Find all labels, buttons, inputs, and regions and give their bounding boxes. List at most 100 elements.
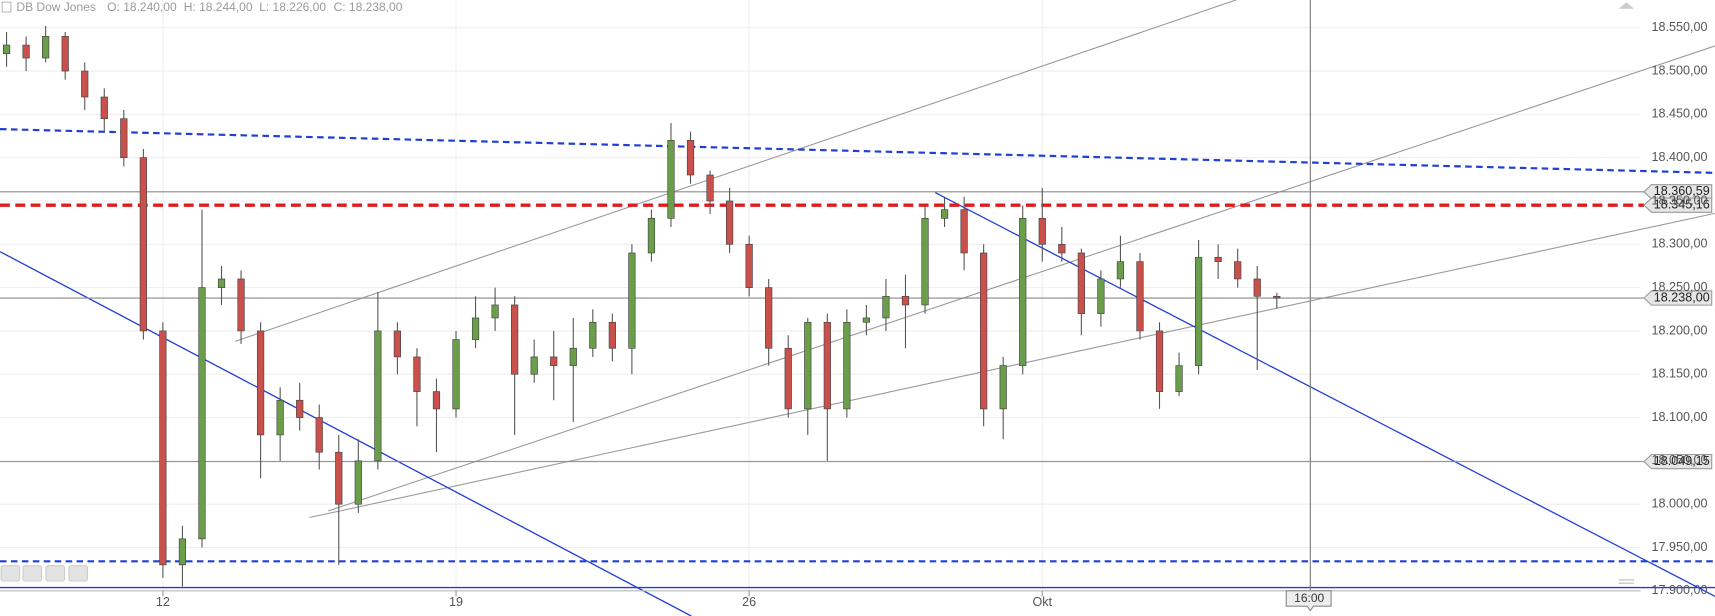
candle-body <box>1253 278 1261 297</box>
candle-body <box>1214 256 1222 262</box>
candle-body <box>1019 217 1027 366</box>
candle-body <box>315 417 323 453</box>
candle-body <box>296 399 304 418</box>
toolbar-button[interactable] <box>45 565 66 582</box>
candle-body <box>804 321 812 410</box>
toolbar-button[interactable] <box>0 565 21 582</box>
candle-body <box>1155 330 1164 392</box>
ohlc-info: C: 18.238,00 <box>334 0 403 14</box>
candle-body <box>217 278 226 288</box>
candle-body <box>862 317 871 323</box>
header: DB Dow Jones O: 18.240,00 H: 18.244,00 L… <box>1 0 403 14</box>
candle-body <box>765 287 773 349</box>
candle-body <box>940 209 949 219</box>
crosshair-label-box: 16:00 <box>1285 590 1332 612</box>
candle-body <box>100 96 108 120</box>
candle-body <box>276 399 284 436</box>
candle-body <box>393 330 402 358</box>
candle-body <box>1234 261 1242 280</box>
candle-body <box>999 365 1007 410</box>
x-tick-label: 12 <box>156 595 170 609</box>
symbol: DB Dow Jones <box>16 0 95 14</box>
trend-line <box>0 251 692 616</box>
y-tick-label: 17.900,00 <box>1652 583 1708 597</box>
crosshair-label: 16:00 <box>1294 591 1324 605</box>
level-label: 18.360,59 <box>1654 184 1710 198</box>
ohlc-info: L: 18.226,00 <box>259 0 326 14</box>
y-tick-label: 18.350,00 <box>1652 193 1708 207</box>
candle-body <box>471 317 480 340</box>
candle-body <box>530 356 538 375</box>
candle-body <box>81 70 89 98</box>
candle-body <box>237 278 245 332</box>
trend-line <box>934 191 1715 597</box>
candle-body <box>374 330 382 462</box>
y-tick-label: 18.050,00 <box>1652 453 1708 467</box>
y-tick-label: 18.500,00 <box>1652 63 1708 77</box>
candle-body <box>1058 243 1066 254</box>
candle-body <box>1175 365 1183 392</box>
toolbar-button[interactable] <box>68 565 89 582</box>
y-tick-label: 18.000,00 <box>1652 497 1708 511</box>
level-label: 18.345,16 <box>1654 198 1710 212</box>
level-label-box <box>1643 453 1713 470</box>
y-tick-label: 17.950,00 <box>1652 540 1708 554</box>
trend-line <box>0 128 1715 174</box>
axes: 17.900,00 17.950,00 18.000,00 18.050,00 18.1… <box>0 20 1708 609</box>
ohlc-info: O: 18.240,00 <box>107 0 177 14</box>
candle-body <box>42 36 50 59</box>
x-tick-label: 19 <box>449 595 463 609</box>
toolbar <box>0 2 1635 584</box>
candle-body <box>706 174 714 202</box>
toolbar-button[interactable] <box>22 565 43 582</box>
candle-body <box>139 157 147 332</box>
candle-body <box>1116 261 1125 280</box>
candle-body <box>335 451 343 505</box>
candle-body <box>882 295 890 319</box>
x-tick-label: Okt <box>1032 595 1052 609</box>
candle-body <box>667 140 675 219</box>
candle-body <box>354 460 362 505</box>
scroll-button[interactable] <box>1618 579 1635 584</box>
x-tick-label: 26 <box>742 595 756 609</box>
candle-body <box>159 330 167 566</box>
candle-body <box>452 339 460 410</box>
level-label: 18.049,15 <box>1654 454 1710 468</box>
candle-body <box>120 118 128 158</box>
symbol-icon <box>1 1 12 13</box>
candle-body <box>178 538 187 566</box>
candle-body <box>22 44 30 59</box>
candle-body <box>686 140 695 176</box>
level-label: 18.238,00 <box>1654 290 1710 304</box>
y-tick-label: 18.100,00 <box>1652 410 1708 424</box>
candle-body <box>491 304 499 319</box>
grid <box>0 0 1641 592</box>
y-tick-label: 18.450,00 <box>1652 107 1708 121</box>
candle-body <box>784 347 792 410</box>
candle-body <box>901 295 910 306</box>
candle-body <box>256 330 265 436</box>
level-label-box <box>1643 184 1713 200</box>
trend-line <box>309 212 1715 519</box>
candle-body <box>2 44 11 55</box>
candle-body <box>1194 256 1203 366</box>
candle-body <box>589 321 597 349</box>
candle-body <box>980 252 988 410</box>
candle-body <box>413 356 421 392</box>
trend-line <box>234 0 1237 342</box>
candle-body <box>1136 261 1144 332</box>
candle-body <box>550 356 558 366</box>
y-tick-label: 18.300,00 <box>1652 237 1708 251</box>
ohlc-info: H: 18.244,00 <box>184 0 253 14</box>
candle-body <box>432 391 441 410</box>
candle-body <box>569 347 577 366</box>
scroll-button[interactable] <box>1618 2 1635 9</box>
candle-body <box>1077 252 1085 314</box>
candles <box>2 25 1281 587</box>
candle-body <box>823 321 831 410</box>
level-label-box <box>1643 290 1713 306</box>
y-tick-label: 18.250,00 <box>1652 280 1708 294</box>
y-tick-label: 18.150,00 <box>1652 367 1708 381</box>
